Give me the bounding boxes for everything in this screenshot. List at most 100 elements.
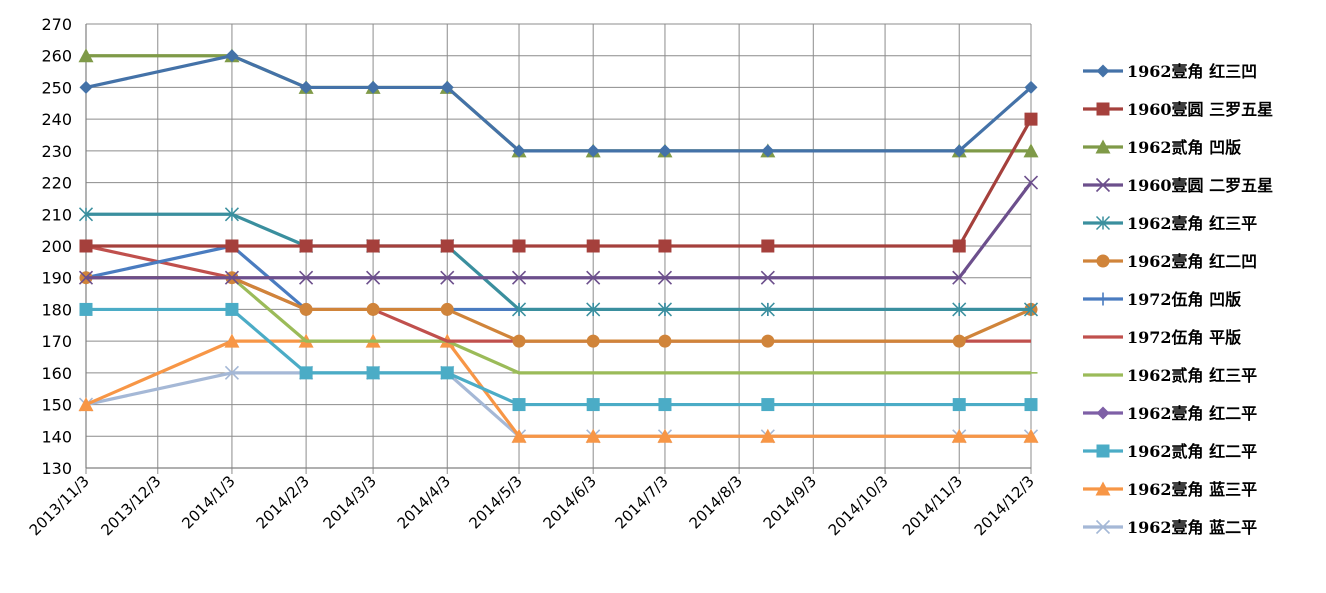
data-point	[658, 334, 672, 348]
data-point	[761, 398, 775, 412]
x-tick-label: 2014/5/3	[465, 472, 525, 532]
data-point	[511, 270, 527, 285]
data-point	[512, 398, 526, 412]
data-point	[658, 398, 672, 412]
data-point	[586, 239, 600, 253]
y-tick-label: 170	[41, 332, 72, 351]
x-tick-label: 2014/11/3	[899, 472, 966, 539]
series-8	[85, 244, 1031, 343]
legend-marker	[1095, 481, 1111, 496]
data-point	[79, 239, 93, 253]
y-tick-label: 260	[41, 47, 72, 66]
series-9	[79, 276, 1038, 375]
data-point	[761, 334, 775, 348]
y-tick-label: 220	[41, 174, 72, 193]
data-point	[366, 80, 380, 94]
data-point	[366, 366, 380, 380]
data-point	[224, 333, 240, 348]
data-point	[657, 302, 672, 317]
legend-item: 1962贰角 红二平	[1083, 442, 1257, 461]
data-point	[79, 302, 93, 316]
data-point	[760, 270, 775, 285]
data-point	[78, 207, 94, 222]
x-tick-label: 2014/4/3	[394, 472, 454, 532]
data-point	[511, 302, 527, 317]
legend: 1962壹角 红三凹 1960壹圆 三罗五星 1962贰角 凹版 1960壹圆 二罗五…	[1083, 62, 1273, 537]
data-point	[299, 366, 313, 380]
y-tick-label: 160	[41, 364, 72, 383]
legend-item: 1962壹角 红三平	[1083, 214, 1257, 233]
data-point	[761, 239, 775, 253]
legend-marker	[1096, 254, 1110, 268]
data-point	[1024, 80, 1038, 94]
y-tick-label: 150	[41, 396, 72, 415]
x-tick-label: 2014/2/3	[253, 472, 313, 532]
y-tick-label: 240	[41, 110, 72, 129]
legend-label: 1962壹角 红二凹	[1127, 252, 1257, 271]
x-tick-label: 2014/9/3	[760, 472, 820, 532]
series-1	[79, 49, 1038, 158]
x-tick-label: 2014/12/3	[971, 472, 1038, 539]
series-line	[86, 181, 1033, 280]
legend-item: 1962壹角 红二凹	[1083, 252, 1257, 271]
data-point	[586, 144, 600, 158]
series-12	[78, 333, 1039, 443]
data-point	[78, 48, 94, 63]
data-point	[1024, 398, 1038, 412]
data-point	[78, 270, 94, 285]
data-point	[761, 144, 775, 158]
y-tick-label: 140	[41, 427, 72, 446]
legend-marker	[1095, 519, 1111, 535]
data-point	[586, 302, 601, 317]
data-point	[760, 302, 775, 317]
legend-item: 1962贰角 红三平	[1083, 366, 1257, 385]
data-point	[440, 270, 455, 285]
data-point	[585, 428, 601, 443]
series-line	[85, 244, 1031, 343]
legend-marker	[1096, 292, 1110, 306]
legend-label: 1960壹圆 二罗五星	[1127, 176, 1273, 195]
series-line	[86, 54, 1031, 153]
data-point	[512, 334, 526, 348]
x-tick-label: 2013/11/3	[26, 472, 93, 539]
data-point	[657, 270, 673, 285]
legend-marker	[1096, 64, 1110, 78]
series-4	[78, 175, 1039, 285]
data-point	[952, 302, 967, 317]
legend-label: 1962壹角 红三平	[1127, 214, 1257, 233]
data-point	[512, 239, 526, 253]
data-point	[658, 239, 672, 253]
data-point	[225, 302, 239, 316]
legend-marker	[1095, 177, 1111, 193]
data-point	[299, 270, 314, 285]
y-tick-label: 230	[41, 142, 72, 161]
legend-label: 1962壹角 红二平	[1127, 404, 1257, 423]
legend-label: 1962贰角 凹版	[1127, 138, 1241, 157]
legend-marker	[1096, 406, 1110, 420]
data-point	[512, 144, 526, 158]
data-point	[440, 80, 454, 94]
x-tick-label: 2014/8/3	[686, 472, 746, 532]
x-tick-label: 2014/10/3	[825, 472, 892, 539]
data-point	[366, 239, 380, 253]
legend-item: 1962壹角 蓝二平	[1083, 518, 1257, 537]
legend-label: 1962贰角 红二平	[1127, 442, 1257, 461]
x-axis: 2013/11/3 2013/12/3 2014/1/3 2014/2/3 2014/3…	[26, 467, 1038, 539]
series-line	[86, 276, 1031, 375]
data-point	[366, 302, 380, 316]
legend-label: 1962贰角 红三平	[1127, 366, 1257, 385]
data-point	[511, 428, 527, 443]
data-point	[657, 428, 673, 443]
y-tick-label: 250	[41, 78, 72, 97]
data-point	[952, 270, 967, 285]
y-tick-label: 130	[41, 459, 72, 478]
series-line	[86, 212, 1031, 312]
x-tick-label: 2014/1/3	[178, 472, 238, 532]
series-5	[78, 207, 1039, 317]
data-point	[658, 144, 672, 158]
legend-item: 1962壹角 红二平	[1083, 404, 1257, 423]
data-point	[586, 398, 600, 412]
data-point	[440, 302, 454, 316]
data-point	[1023, 428, 1039, 443]
